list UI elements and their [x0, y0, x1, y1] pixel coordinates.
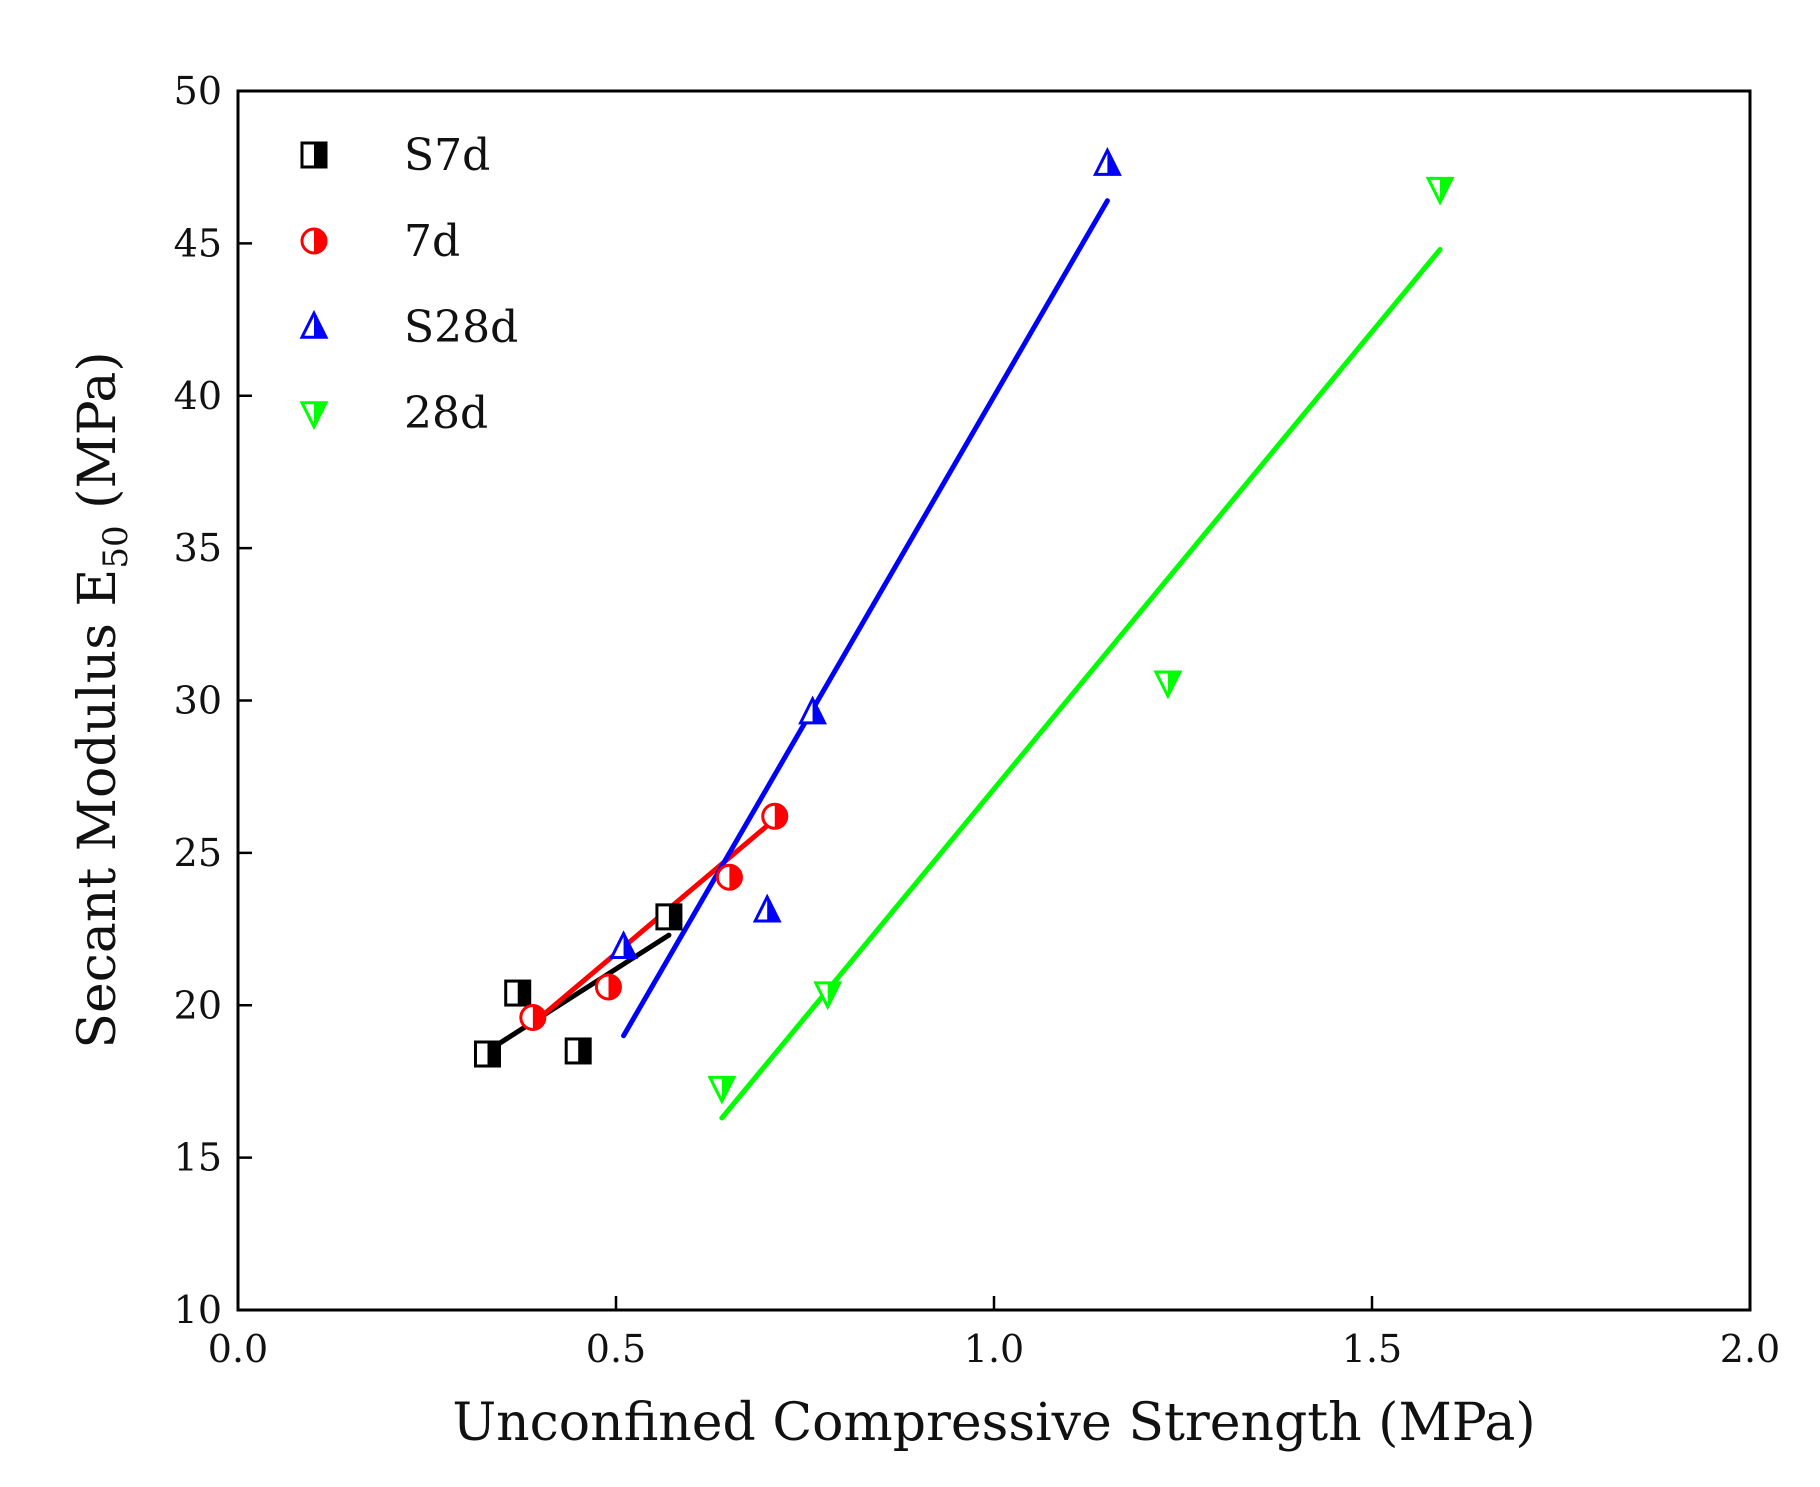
- legend-label: 28d: [404, 388, 488, 439]
- y-tick-label: 20: [174, 983, 222, 1027]
- y-axis-title-main: Secant Modulus E: [68, 569, 128, 1049]
- y-axis-title-subscript: 50: [96, 525, 136, 568]
- data-point-s7d: [655, 903, 683, 931]
- legend-marker-s28d: [299, 309, 329, 339]
- fit-line-28d: [719, 246, 1443, 1121]
- data-point-28d: [707, 1075, 737, 1105]
- y-tick-label: 30: [174, 679, 222, 723]
- y-tick-label: 15: [174, 1136, 222, 1180]
- data-points: [473, 146, 1455, 1105]
- data-point-s28d: [798, 695, 827, 725]
- legend-marker-28d: [299, 401, 329, 431]
- data-point-s7d: [564, 1037, 592, 1065]
- x-axis-title: Unconfined Compressive Strength (MPa): [452, 1393, 1535, 1453]
- y-tick-label: 45: [174, 221, 222, 265]
- y-axis-title: Secant Modulus E50 (MPa): [68, 351, 136, 1048]
- data-point-s7d: [473, 1040, 501, 1068]
- data-point-7d: [761, 802, 789, 830]
- y-tick-label: 10: [174, 1288, 222, 1332]
- x-tick-label: 0.5: [586, 1327, 646, 1371]
- x-tick-label: 0.0: [208, 1327, 268, 1371]
- data-point-28d: [1425, 176, 1455, 206]
- data-point-28d: [1153, 670, 1183, 700]
- data-point-7d: [594, 973, 622, 1001]
- legend-label: S28d: [404, 302, 518, 353]
- data-point-28d: [813, 981, 843, 1011]
- data-point-s28d: [609, 930, 638, 960]
- x-axis: 0.0 0.5 1.0 1.5 2.0: [208, 1296, 1780, 1371]
- fit-line-s7d: [484, 932, 672, 1054]
- y-tick-label: 50: [174, 69, 222, 113]
- legend-marker-7d: [300, 227, 328, 255]
- y-axis: 10 15 20 25 30 35 40 45 50: [174, 69, 252, 1332]
- data-point-7d: [715, 863, 743, 891]
- y-tick-label: 40: [174, 374, 222, 418]
- legend: S7d 7d S28d 28d: [299, 130, 518, 439]
- y-tick-label: 25: [174, 831, 222, 875]
- x-tick-label: 1.5: [1342, 1327, 1402, 1371]
- fit-line-s28d: [621, 198, 1110, 1039]
- fit-line-7d: [530, 816, 778, 1027]
- fit-lines: [484, 198, 1443, 1121]
- plot-frame: [236, 89, 1752, 1312]
- legend-label: 7d: [404, 216, 460, 267]
- x-tick-label: 1.0: [964, 1327, 1024, 1371]
- data-point-s7d: [504, 979, 532, 1007]
- data-point-s28d: [1092, 146, 1122, 176]
- y-tick-label: 35: [174, 526, 222, 570]
- y-axis-title-unit: (MPa): [68, 351, 128, 525]
- data-point-s28d: [752, 893, 782, 923]
- legend-label: S7d: [404, 130, 490, 181]
- data-point-7d: [519, 1003, 547, 1031]
- legend-marker-s7d: [300, 141, 328, 169]
- x-tick-label: 2.0: [1720, 1327, 1780, 1371]
